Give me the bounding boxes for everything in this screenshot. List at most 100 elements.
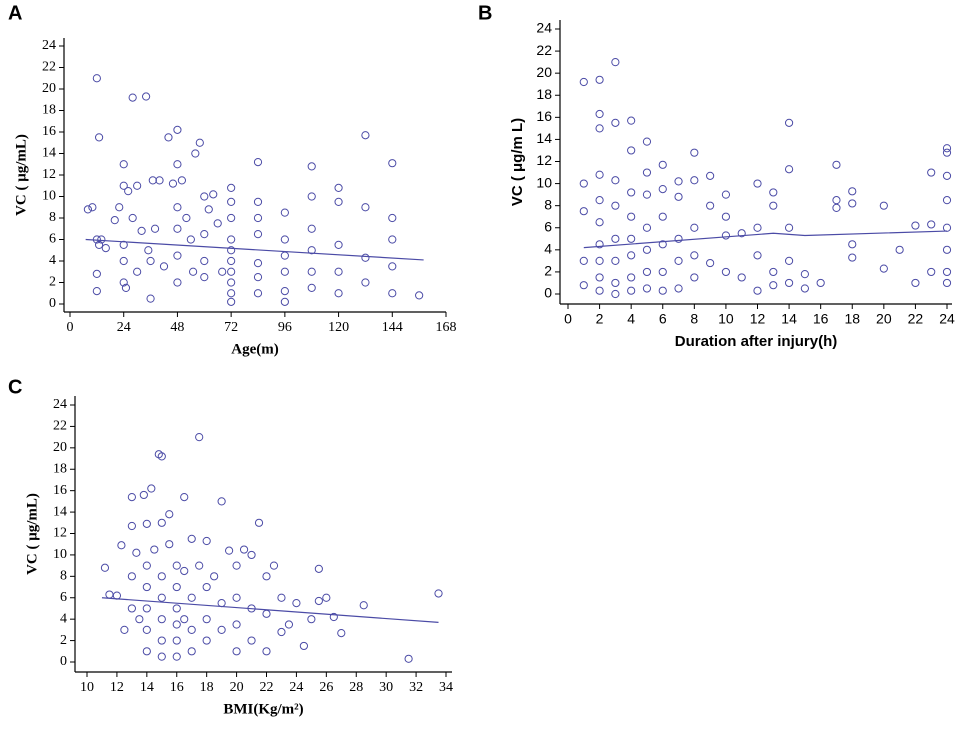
point bbox=[816, 278, 825, 288]
point bbox=[595, 170, 604, 179]
point bbox=[202, 582, 211, 592]
x-tick-label: 96 bbox=[278, 320, 292, 335]
point bbox=[139, 490, 148, 500]
point bbox=[209, 190, 218, 199]
trend-line bbox=[583, 230, 948, 249]
point bbox=[157, 518, 166, 527]
point bbox=[227, 213, 236, 223]
x-tick-label: 20 bbox=[230, 680, 244, 695]
point bbox=[595, 273, 604, 282]
point bbox=[595, 240, 604, 249]
point bbox=[180, 615, 189, 624]
x-tick-label: 12 bbox=[110, 680, 124, 695]
point bbox=[188, 267, 198, 276]
y-tick-label: 14 bbox=[536, 130, 552, 146]
x-tick-label: 48 bbox=[170, 320, 184, 335]
y-tick-label: 2 bbox=[60, 633, 67, 648]
point bbox=[210, 572, 219, 581]
point bbox=[157, 572, 166, 581]
point bbox=[658, 160, 667, 169]
point bbox=[132, 548, 141, 557]
point bbox=[142, 625, 151, 634]
point bbox=[133, 181, 142, 190]
point bbox=[334, 289, 343, 298]
point bbox=[307, 162, 316, 171]
x-tick-label: 6 bbox=[659, 311, 667, 327]
point bbox=[92, 269, 101, 278]
point bbox=[247, 550, 256, 560]
y-tick-label: 0 bbox=[544, 285, 552, 301]
point bbox=[141, 92, 151, 101]
point bbox=[361, 131, 370, 140]
point bbox=[942, 245, 952, 254]
y-tick-label: 14 bbox=[53, 504, 67, 519]
point bbox=[173, 160, 182, 169]
point bbox=[848, 199, 857, 208]
point bbox=[137, 226, 146, 235]
point bbox=[195, 561, 204, 570]
point bbox=[307, 246, 316, 255]
x-tick-label: 2 bbox=[596, 311, 604, 327]
point bbox=[128, 213, 137, 223]
point bbox=[133, 267, 142, 276]
point bbox=[187, 593, 196, 602]
point bbox=[94, 240, 104, 249]
point bbox=[642, 245, 652, 254]
point bbox=[253, 259, 263, 268]
point bbox=[92, 74, 101, 83]
point bbox=[595, 218, 604, 227]
x-tick-label: 32 bbox=[409, 680, 423, 695]
point bbox=[88, 203, 97, 212]
point bbox=[611, 234, 620, 243]
point bbox=[388, 262, 397, 271]
point bbox=[239, 545, 249, 554]
point bbox=[157, 593, 166, 602]
point bbox=[769, 201, 778, 210]
point bbox=[627, 188, 636, 197]
y-tick-label: 20 bbox=[536, 64, 552, 80]
point bbox=[165, 510, 174, 519]
point bbox=[165, 540, 174, 549]
point bbox=[127, 521, 136, 531]
point bbox=[911, 278, 920, 288]
point bbox=[737, 229, 746, 238]
y-tick-label: 2 bbox=[49, 275, 56, 290]
point bbox=[611, 289, 620, 299]
point bbox=[879, 201, 888, 210]
y-tick-label: 6 bbox=[49, 232, 56, 247]
y-tick-label: 12 bbox=[42, 167, 56, 182]
point bbox=[737, 273, 746, 282]
y-tick-label: 10 bbox=[42, 189, 56, 204]
point bbox=[142, 561, 151, 570]
point bbox=[187, 534, 196, 543]
point bbox=[280, 235, 289, 244]
point bbox=[721, 267, 731, 277]
point bbox=[611, 278, 620, 288]
point bbox=[262, 609, 271, 618]
point bbox=[150, 224, 160, 233]
point bbox=[337, 628, 346, 638]
y-tick-label: 24 bbox=[536, 20, 552, 36]
point bbox=[253, 213, 263, 223]
point bbox=[204, 205, 213, 214]
point bbox=[157, 652, 166, 661]
point bbox=[247, 636, 256, 645]
point bbox=[800, 270, 809, 279]
point bbox=[227, 235, 236, 244]
point bbox=[280, 297, 289, 306]
point bbox=[848, 187, 857, 196]
point bbox=[105, 590, 114, 599]
panel-label: A bbox=[8, 2, 22, 24]
point bbox=[307, 283, 316, 292]
point bbox=[595, 124, 604, 133]
point bbox=[942, 144, 952, 153]
point bbox=[232, 593, 241, 602]
point bbox=[164, 133, 173, 142]
point bbox=[232, 647, 241, 656]
point bbox=[232, 620, 241, 629]
point bbox=[658, 286, 667, 295]
point bbox=[253, 289, 263, 298]
point bbox=[627, 234, 636, 243]
point bbox=[642, 137, 652, 146]
